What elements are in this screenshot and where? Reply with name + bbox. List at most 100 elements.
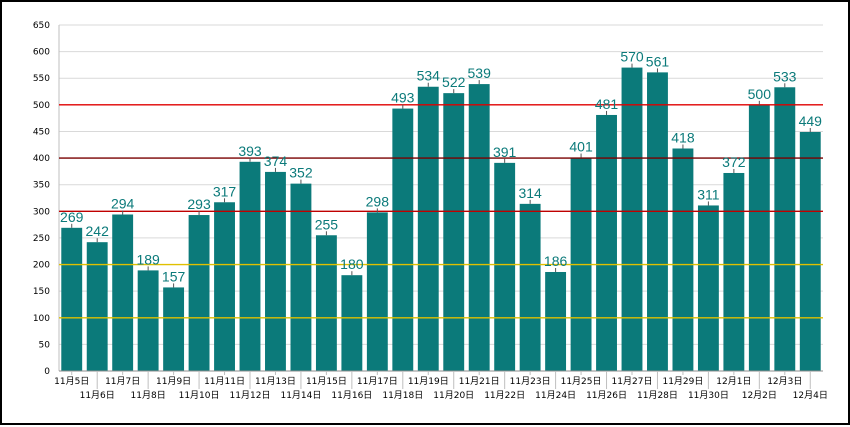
bar [239, 161, 261, 371]
bar [315, 235, 337, 371]
x-tick-label: 12月3日 [767, 376, 802, 387]
x-tick-label: 11月23日 [510, 376, 551, 387]
x-tick-label: 11月27日 [612, 376, 653, 387]
x-tick-label: 11月19日 [408, 376, 449, 387]
bar [163, 287, 185, 371]
data-label: 418 [671, 129, 695, 145]
x-tick-label: 11月25日 [561, 376, 602, 387]
data-label: 500 [748, 86, 772, 102]
bar [86, 242, 108, 371]
x-tick-label: 11月13日 [255, 376, 296, 387]
bar [137, 270, 159, 371]
x-tick-label: 11月9日 [156, 376, 191, 387]
bar [265, 171, 286, 371]
bar [774, 87, 796, 371]
data-label: 539 [468, 65, 492, 81]
data-label: 493 [391, 90, 415, 106]
x-tick-label: 11月11日 [204, 376, 245, 387]
data-label: 255 [315, 216, 339, 232]
data-label: 561 [646, 53, 670, 69]
bar [443, 93, 465, 372]
bar [61, 227, 83, 371]
bar [366, 212, 388, 371]
y-tick-label: 600 [33, 48, 50, 58]
bar [748, 104, 770, 371]
x-tick-label: 11月10日 [179, 390, 220, 401]
x-tick-label: 11月16日 [331, 390, 372, 401]
bar [596, 114, 617, 372]
data-label: 186 [544, 253, 568, 269]
bar [417, 86, 439, 372]
x-tick-label: 11月26日 [586, 390, 627, 401]
data-label: 401 [569, 139, 593, 155]
x-tick-label: 12月1日 [716, 376, 751, 387]
data-label: 570 [620, 49, 644, 65]
data-label: 317 [213, 183, 237, 199]
data-label: 481 [595, 96, 619, 112]
data-label: 314 [518, 185, 542, 201]
data-label: 189 [136, 251, 160, 267]
x-tick-label: 11月8日 [131, 390, 166, 401]
x-tick-label: 11月17日 [357, 376, 398, 387]
bar [697, 205, 719, 371]
x-tick-label: 11月5日 [54, 376, 89, 387]
data-label: 372 [722, 154, 746, 170]
x-tick-label: 11月24日 [535, 390, 576, 401]
data-label: 533 [773, 68, 797, 84]
bar [672, 148, 694, 371]
x-tick-label: 11月22日 [484, 390, 525, 401]
data-label: 311 [697, 186, 720, 202]
data-label: 449 [799, 113, 823, 129]
bar [214, 202, 235, 371]
data-label: 180 [340, 256, 364, 272]
data-label: 294 [111, 196, 135, 212]
bar [519, 203, 541, 371]
y-tick-label: 550 [33, 74, 50, 84]
y-tick-label: 0 [44, 367, 50, 377]
data-label: 293 [187, 196, 211, 212]
data-label: 522 [442, 74, 466, 90]
bar [545, 271, 567, 371]
y-tick-label: 500 [33, 101, 50, 111]
y-tick-label: 150 [33, 287, 50, 297]
y-tick-label: 450 [33, 127, 50, 137]
y-tick-label: 250 [33, 234, 50, 244]
y-tick-label: 200 [33, 261, 50, 271]
x-tick-label: 11月14日 [280, 390, 321, 401]
data-label: 391 [493, 144, 517, 160]
x-tick-label: 11月20日 [433, 390, 474, 401]
data-label: 157 [162, 268, 186, 284]
y-tick-label: 650 [33, 21, 50, 31]
data-label: 269 [60, 209, 84, 225]
x-tick-label: 11月12日 [230, 390, 271, 401]
x-tick-label: 11月21日 [459, 376, 500, 387]
data-label: 352 [289, 165, 313, 181]
data-label: 242 [86, 223, 110, 239]
bar [290, 183, 312, 371]
bar [799, 131, 821, 371]
data-label: 534 [417, 68, 441, 84]
bar [494, 162, 516, 371]
x-tick-label: 11月7日 [105, 376, 140, 387]
bar [188, 215, 210, 371]
bar [112, 214, 134, 371]
data-label: 374 [264, 153, 288, 169]
bar [341, 275, 363, 371]
x-tick-label: 11月28日 [637, 390, 678, 401]
data-label: 393 [238, 143, 262, 159]
bar [647, 72, 668, 372]
x-tick-label: 11月18日 [382, 390, 423, 401]
y-tick-label: 300 [33, 207, 50, 217]
x-tick-label: 11月15日 [306, 376, 347, 387]
x-tick-label: 11月30日 [688, 390, 729, 401]
bar [392, 108, 414, 371]
x-tick-label: 12月4日 [793, 390, 828, 401]
bar [468, 84, 490, 371]
bar [723, 172, 745, 371]
y-tick-label: 350 [33, 181, 50, 191]
x-tick-label: 12月2日 [742, 390, 777, 401]
bar [621, 67, 643, 371]
x-tick-label: 11月29日 [662, 376, 703, 387]
x-tick-label: 11月6日 [80, 390, 115, 401]
